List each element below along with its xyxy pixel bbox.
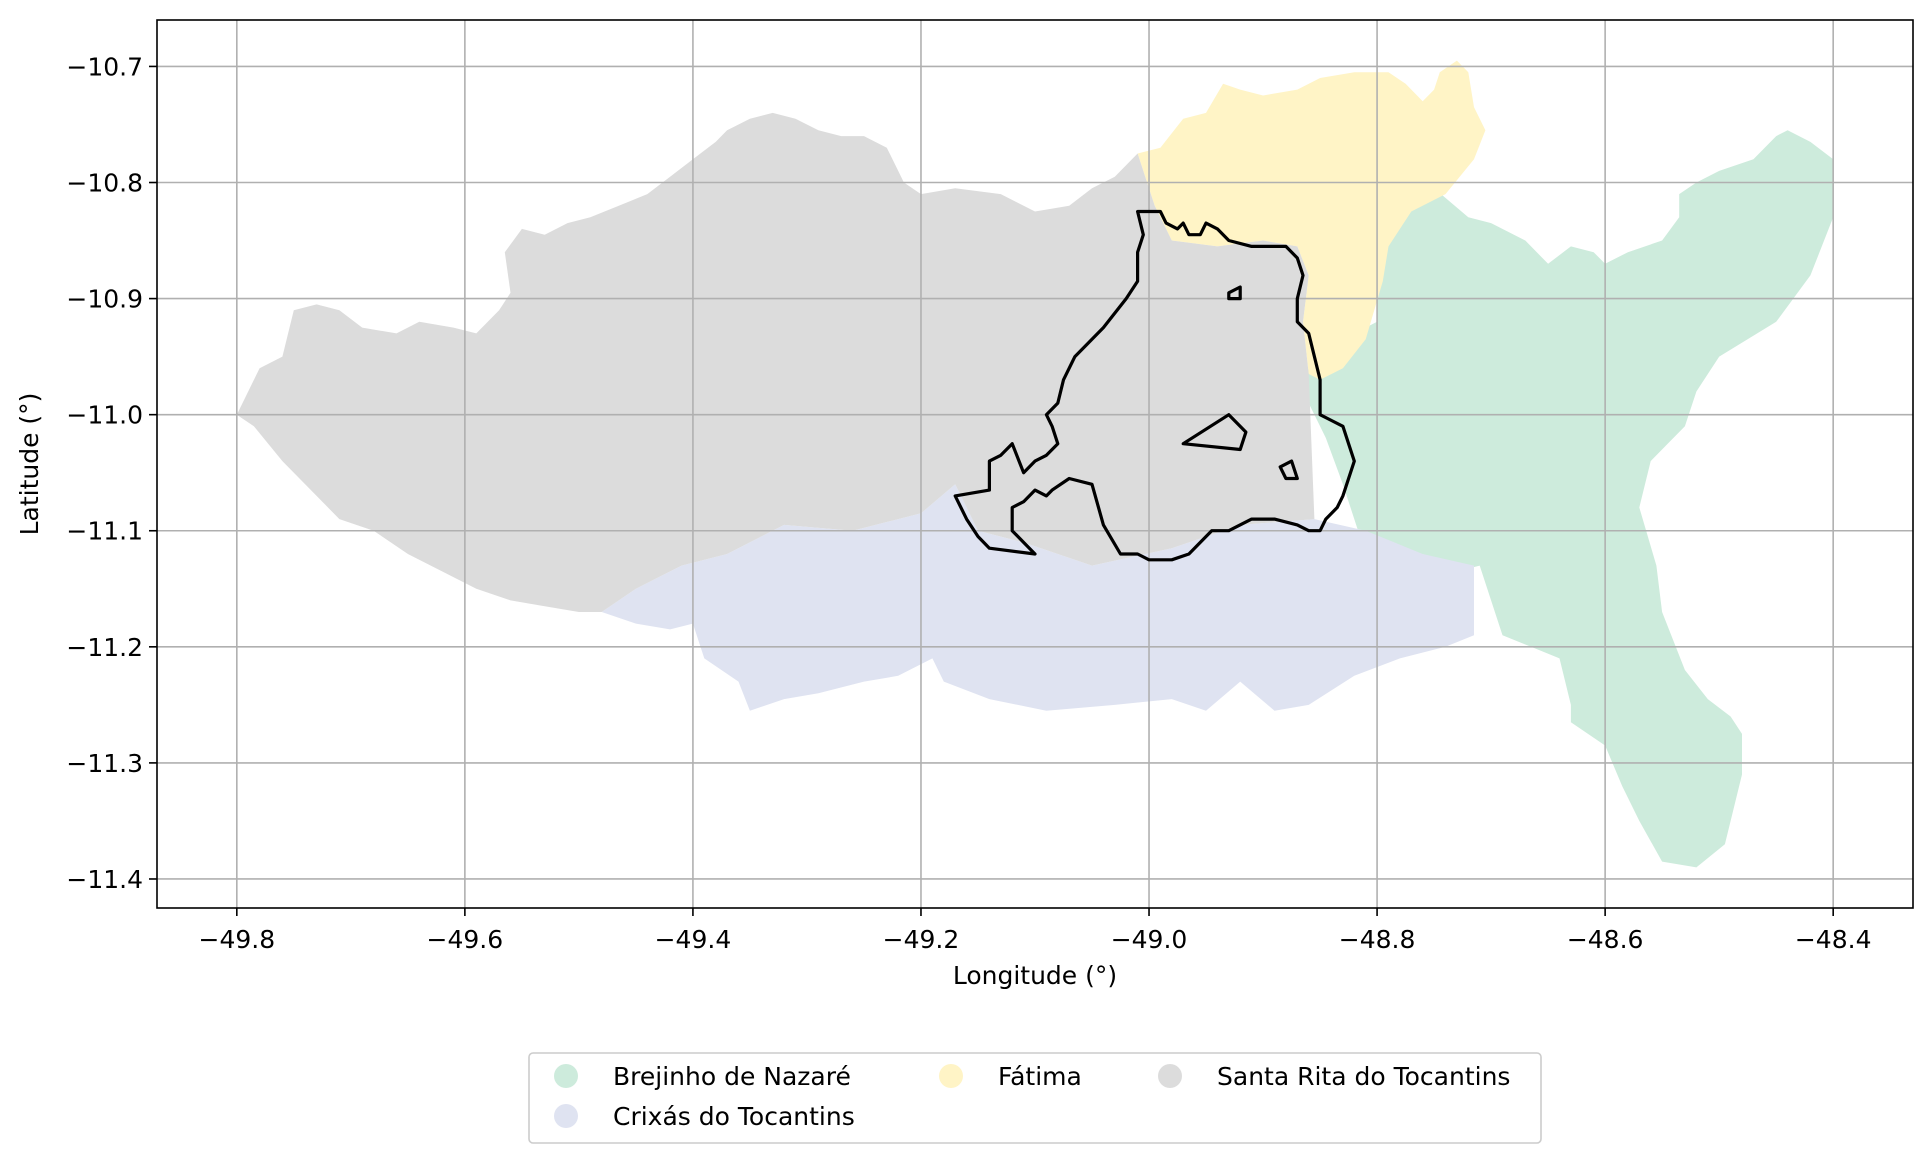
y-tick-label: −11.0 xyxy=(66,401,143,430)
y-tick-label: −11.3 xyxy=(66,749,143,778)
x-tick-label: −48.8 xyxy=(1339,925,1416,954)
legend-item-fatima: Fátima xyxy=(939,1062,1082,1091)
x-tick-label: −49.4 xyxy=(655,925,732,954)
y-tick-label: −11.1 xyxy=(66,517,143,546)
y-axis-label: Latitude (°) xyxy=(15,393,44,536)
outline-layer xyxy=(953,209,1356,562)
y-ticks: −10.7 −10.8 −10.9 −11.0 −11.1 −11.2 −11.3 −11.4 xyxy=(66,52,157,894)
x-tick-label: −49.0 xyxy=(1111,925,1188,954)
legend-swatch xyxy=(554,1064,578,1088)
x-tick-label: −48.6 xyxy=(1567,925,1644,954)
x-axis-label: Longitude (°) xyxy=(953,961,1117,990)
study-area-hole-1 xyxy=(1181,413,1248,452)
study-area-hole-0 xyxy=(1227,285,1242,301)
y-tick-label: −11.2 xyxy=(66,633,143,662)
x-tick-label: −48.4 xyxy=(1795,925,1872,954)
region-crixas-do-tocantins xyxy=(601,484,1474,711)
y-tick-label: −10.9 xyxy=(66,285,143,314)
x-ticks: −49.8 −49.6 −49.4 −49.2 −49.0 −48.8 −48.6 −48.4 xyxy=(199,908,1872,954)
plot-frame xyxy=(156,19,1914,909)
legend-label: Fátima xyxy=(998,1062,1082,1091)
x-tick-label: −49.6 xyxy=(427,925,504,954)
legend-swatch xyxy=(554,1104,578,1128)
legend-label: Santa Rita do Tocantins xyxy=(1217,1062,1510,1091)
grid-layer xyxy=(157,20,1913,908)
legend-item-crixas-do-tocantins: Crixás do Tocantins xyxy=(554,1102,855,1131)
study-area-hole-2 xyxy=(1278,459,1299,481)
x-tick-label: −49.8 xyxy=(199,925,276,954)
legend-label: Crixás do Tocantins xyxy=(613,1102,855,1131)
x-tick-label: −49.2 xyxy=(883,925,960,954)
legend-swatch xyxy=(939,1064,963,1088)
y-tick-label: −10.8 xyxy=(66,169,143,198)
regions-layer xyxy=(236,60,1834,868)
y-tick-label: −11.4 xyxy=(66,865,143,894)
legend-item-santa-rita-do-tocantins: Santa Rita do Tocantins xyxy=(1158,1062,1510,1091)
legend: Brejinho de Nazaré Fátima Santa Rita do To… xyxy=(528,1052,1542,1144)
legend-swatch xyxy=(1158,1064,1182,1088)
legend-label: Brejinho de Nazaré xyxy=(613,1062,851,1091)
region-fatima xyxy=(1137,60,1486,380)
y-tick-label: −10.7 xyxy=(66,52,143,81)
legend-item-brejinho-de-nazare: Brejinho de Nazaré xyxy=(554,1062,851,1091)
study-area-outline xyxy=(953,209,1356,562)
region-brejinho-de-nazare xyxy=(1303,130,1834,868)
legend-frame xyxy=(528,1052,1542,1144)
region-santa-rita-do-tocantins xyxy=(236,112,1474,613)
